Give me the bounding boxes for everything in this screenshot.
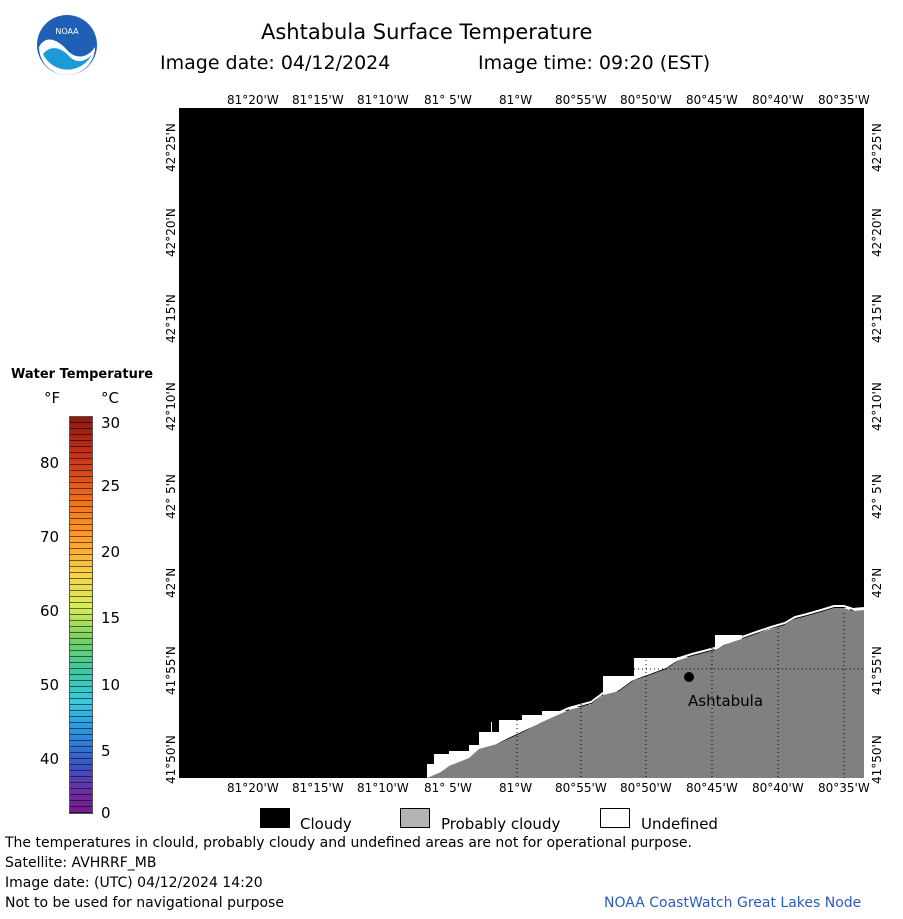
lat-label-right: 42°20'N — [870, 208, 884, 257]
footer-disclaimer: The temperatures in clould, probably clo… — [5, 835, 692, 851]
lat-label-right: 42°10'N — [870, 382, 884, 431]
page-title: Ashtabula Surface Temperature — [261, 20, 593, 44]
legend-c-tick: 10 — [101, 676, 121, 694]
legend-c-tick: 15 — [101, 609, 121, 627]
lat-label-left: 42° 5'N — [164, 474, 178, 519]
legend-f-tick: 70 — [40, 528, 60, 546]
key-swatch-cloudy — [260, 808, 290, 828]
shoreline — [426, 605, 865, 777]
city-label: Ashtabula — [688, 692, 763, 710]
lat-label-right: 42°15'N — [870, 294, 884, 343]
map-svg: Ashtabula — [179, 108, 865, 778]
lon-label-top: 81°W — [499, 93, 533, 107]
lon-label-top: 81°20'W — [227, 93, 279, 107]
lon-label-bottom: 81°20'W — [227, 781, 279, 795]
lon-label-bottom: 80°55'W — [555, 781, 607, 795]
lat-label-left: 42°15'N — [164, 294, 178, 343]
lat-label-left: 42°20'N — [164, 208, 178, 257]
color-scale-bar — [69, 416, 93, 814]
lon-label-top: 80°50'W — [620, 93, 672, 107]
legend-f-tick: 60 — [40, 602, 60, 620]
legend-c-tick: 0 — [101, 804, 111, 822]
lat-label-left: 41°55'N — [164, 646, 178, 695]
lon-label-top: 81°15'W — [292, 93, 344, 107]
lon-label-bottom: 81°15'W — [292, 781, 344, 795]
lon-label-bottom: 80°50'W — [620, 781, 672, 795]
lon-label-top: 80°35'W — [818, 93, 870, 107]
lon-label-bottom: 80°40'W — [752, 781, 804, 795]
legend-title: Water Temperature — [11, 367, 154, 382]
lon-label-bottom: 80°45'W — [686, 781, 738, 795]
lat-label-right: 41°55'N — [870, 646, 884, 695]
footer-utc-date: Image date: (UTC) 04/12/2024 14:20 — [5, 875, 263, 891]
legend-c-tick: 20 — [101, 543, 121, 561]
lat-label-left: 42°10'N — [164, 382, 178, 431]
city-marker — [684, 672, 694, 682]
noaa-logo: NOAA — [36, 14, 98, 76]
legend-c-tick: 5 — [101, 742, 111, 760]
legend-c-tick: 25 — [101, 477, 121, 495]
legend-f-tick: 40 — [40, 750, 60, 768]
footer-nav-warning: Not to be used for navigational purpose — [5, 895, 284, 911]
legend-unit-f: °F — [44, 389, 61, 407]
image-date: Image date: 04/12/2024 — [160, 52, 391, 74]
map-panel: Ashtabula — [179, 108, 865, 778]
lon-label-bottom: 80°35'W — [818, 781, 870, 795]
lat-label-right: 42° 5'N — [870, 474, 884, 519]
lon-label-top: 80°40'W — [752, 93, 804, 107]
lon-label-top: 81° 5'W — [424, 93, 472, 107]
lon-label-bottom: 81°10'W — [357, 781, 409, 795]
lon-label-top: 80°55'W — [555, 93, 607, 107]
lon-label-bottom: 81°W — [499, 781, 533, 795]
lat-label-right: 41°50'N — [870, 735, 884, 784]
lat-label-left: 41°50'N — [164, 735, 178, 784]
key-label-undefined: Undefined — [641, 815, 718, 833]
footer-credit: NOAA CoastWatch Great Lakes Node — [604, 895, 862, 911]
key-label-cloudy: Cloudy — [300, 815, 352, 833]
image-time: Image time: 09:20 (EST) — [478, 52, 711, 74]
lon-label-top: 81°10'W — [357, 93, 409, 107]
lat-label-right: 42°25'N — [870, 123, 884, 172]
legend-f-tick: 80 — [40, 454, 60, 472]
lon-label-top: 80°45'W — [686, 93, 738, 107]
legend-c-tick: 30 — [101, 414, 121, 432]
lon-label-bottom: 81° 5'W — [424, 781, 472, 795]
key-swatch-undefined — [600, 808, 630, 828]
logo-text: NOAA — [55, 27, 79, 36]
legend-unit-c: °C — [101, 389, 119, 407]
lat-label-right: 42°N — [870, 567, 884, 598]
key-swatch-probably-cloudy — [400, 808, 430, 828]
lat-label-left: 42°N — [164, 567, 178, 598]
key-label-probably-cloudy: Probably cloudy — [441, 815, 561, 833]
legend-f-tick: 50 — [40, 676, 60, 694]
lat-label-left: 42°25'N — [164, 123, 178, 172]
footer-satellite: Satellite: AVHRRF_MB — [5, 855, 157, 871]
